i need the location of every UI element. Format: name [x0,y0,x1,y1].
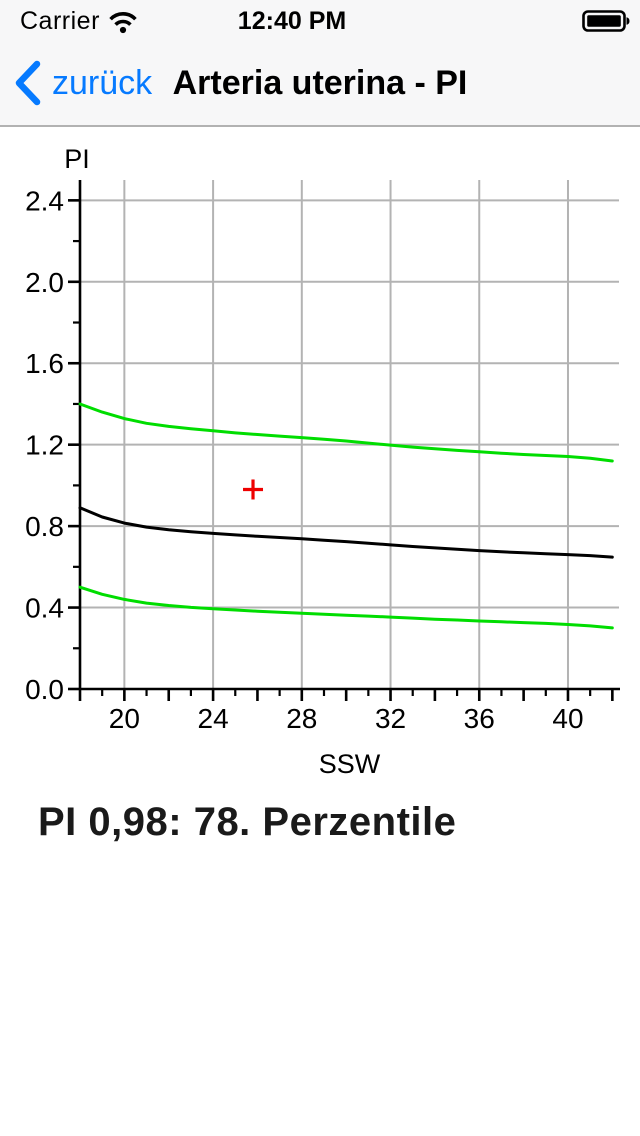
nav-bar: zurück Arteria uterina - PI [0,40,640,126]
back-button-label: zurück [52,63,153,102]
status-bar: Carrier 12:40 PM [0,0,640,40]
y-tick-label: 0.8 [25,511,64,542]
series-upper-percentile [78,402,614,463]
y-tick-label: 1.6 [25,348,64,379]
top-chrome-background [0,0,640,127]
y-tick-label: 1.2 [25,430,64,461]
x-tick-label: 36 [464,703,495,734]
series-lower-percentile [78,585,614,630]
battery-icon [582,10,630,32]
wifi-icon [109,12,137,34]
y-tick-label: 2.0 [25,267,64,298]
x-tick-label: 24 [198,703,229,734]
time-label: 12:40 PM [237,7,347,35]
back-button[interactable]: zurück [12,40,152,126]
y-tick-label: 2.4 [25,185,64,216]
x-tick-label: 20 [109,703,140,734]
carrier-label: Carrier [20,7,100,35]
y-axis-title: PI [64,144,90,174]
chart[interactable]: 0.0 0.4 0.8 1.2 1.6 2.0 2.4 20 24 28 32 36 40 PI SSW [0,130,640,790]
x-tick-label: 28 [286,703,317,734]
x-tick-label: 40 [552,703,583,734]
y-tick-label: 0.4 [25,593,64,624]
series-median [78,506,614,559]
x-tick-label: 32 [375,703,406,734]
x-axis-title: SSW [319,749,381,779]
result-text: PI 0,98: 78. Perzentile [38,800,457,844]
y-tick-label: 0.0 [25,674,64,705]
chevron-left-icon [15,60,41,106]
